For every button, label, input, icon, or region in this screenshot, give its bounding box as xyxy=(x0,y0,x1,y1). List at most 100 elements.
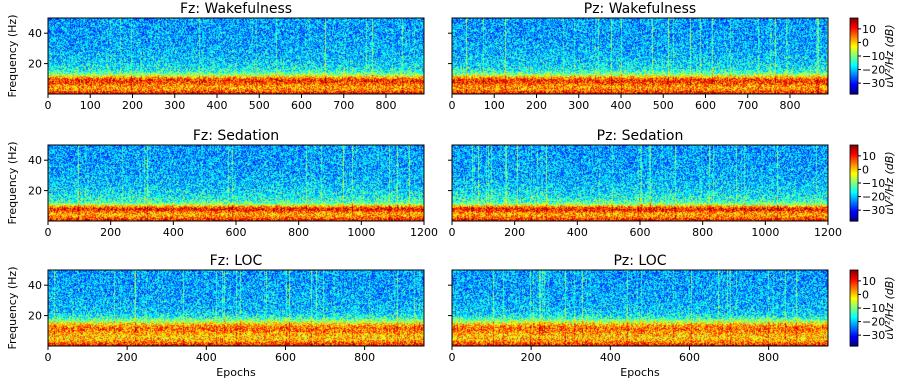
colorbar-swatch xyxy=(850,25,858,28)
x-tick-label: 400 xyxy=(206,99,227,112)
x-tick-label: 200 xyxy=(122,99,143,112)
colorbar-swatch xyxy=(850,324,858,327)
colorbar-swatch xyxy=(850,213,858,216)
colorbar-swatch xyxy=(850,200,858,203)
y-tick-label: 20 xyxy=(28,58,42,71)
colorbar-swatch xyxy=(850,297,858,300)
colorbar-swatch xyxy=(850,335,858,338)
y-tick-label: 40 xyxy=(28,279,42,292)
colorbar-swatch xyxy=(850,215,858,218)
colorbar-swatch xyxy=(850,300,858,303)
colorbar-swatch xyxy=(850,44,858,47)
colorbar-tick-label: −20 xyxy=(862,191,885,204)
colorbar-swatch xyxy=(850,57,858,60)
colorbar-swatch xyxy=(850,86,858,89)
x-tick-label: 500 xyxy=(249,99,270,112)
colorbar-swatch xyxy=(850,283,858,286)
colorbar-swatch xyxy=(850,54,858,57)
colorbar-swatch xyxy=(850,340,858,343)
colorbar-swatch xyxy=(850,24,858,27)
colorbar-swatch xyxy=(850,61,858,63)
colorbar-swatch xyxy=(850,299,858,301)
panel-4: Pz: Sedation 0 200 400 600 800 1000 1200 xyxy=(448,128,842,239)
x-tick-label: 200 xyxy=(504,226,525,239)
x-tick-label: 400 xyxy=(600,351,621,364)
colorbar-swatch xyxy=(850,26,858,29)
colorbar-swatch xyxy=(850,62,858,65)
plot-frame xyxy=(451,269,829,347)
x-tick-label: 400 xyxy=(196,351,217,364)
colorbar-tick-label: −30 xyxy=(862,77,885,90)
colorbar-tick-label: 0 xyxy=(862,163,869,176)
colorbar-swatch xyxy=(850,66,858,68)
colorbar-swatch xyxy=(850,169,858,171)
x-tick-label: 800 xyxy=(692,226,713,239)
colorbar-tick-label: −30 xyxy=(862,329,885,342)
colorbar-swatch xyxy=(850,145,858,147)
colorbar-swatch xyxy=(850,289,858,291)
colorbar-swatch xyxy=(850,77,858,80)
colorbar-swatch xyxy=(850,170,858,173)
colorbar-swatch xyxy=(850,186,858,189)
colorbar-tick-label: 10 xyxy=(862,150,876,163)
x-tick-label: 100 xyxy=(484,99,505,112)
colorbar-tick-label: 10 xyxy=(862,275,876,288)
plot-frame xyxy=(451,17,829,95)
colorbar-swatch xyxy=(850,147,858,150)
colorbar-swatch xyxy=(850,292,858,295)
panel-5: Fz: LOC 0 200 400 600 800 20 40 Frequency (Hz) Ep… xyxy=(6,253,425,379)
colorbar-swatch xyxy=(850,153,858,156)
colorbar-swatch xyxy=(850,290,858,293)
colorbar-swatch xyxy=(850,195,858,198)
colorbar-swatch xyxy=(850,202,858,204)
colorbar-swatch xyxy=(850,48,858,51)
colorbar-swatch xyxy=(850,194,858,197)
colorbar-swatch xyxy=(850,91,858,94)
spectrogram-image xyxy=(48,18,424,94)
panel-2: Pz: Wakefulness 0 100 200 300 400 500 600 700 800 xyxy=(448,1,829,112)
colorbar-swatch xyxy=(850,157,858,160)
colorbar-swatch xyxy=(850,204,858,207)
y-axis-label: Frequency (Hz) xyxy=(6,142,19,225)
colorbar-swatch xyxy=(850,328,858,331)
colorbar-swatch xyxy=(850,277,858,280)
colorbar-label: uV²/Hz (dB) xyxy=(883,24,896,87)
x-tick-label: 400 xyxy=(163,226,184,239)
y-tick-label: 20 xyxy=(28,185,42,198)
spectrogram-image xyxy=(452,145,828,221)
colorbar-swatch xyxy=(850,21,858,24)
colorbar-swatch xyxy=(850,156,858,159)
colorbar-swatch xyxy=(850,28,858,30)
colorbar-swatch xyxy=(850,285,858,288)
y-tick-label: 40 xyxy=(28,27,42,40)
colorbar-swatch xyxy=(850,314,858,317)
colorbar-swatch xyxy=(850,270,858,272)
x-tick-label: 200 xyxy=(117,351,138,364)
colorbar-swatch xyxy=(850,212,858,214)
colorbar-swatch xyxy=(850,193,858,195)
colorbar-swatch xyxy=(850,339,858,342)
x-tick-label: 1200 xyxy=(410,226,438,239)
colorbar-swatch xyxy=(850,273,858,276)
colorbar-swatch xyxy=(850,171,858,174)
panel-title: Pz: Sedation xyxy=(597,128,684,144)
colorbar-swatch xyxy=(850,40,858,43)
colorbar-swatch xyxy=(850,80,858,82)
x-tick-label: 400 xyxy=(610,99,631,112)
colorbar-swatch xyxy=(850,175,858,178)
panel-title: Fz: Sedation xyxy=(193,128,279,144)
x-tick-label: 1200 xyxy=(814,226,842,239)
colorbar-swatch xyxy=(850,291,858,294)
x-tick-label: 200 xyxy=(521,351,542,364)
y-axis-label: Frequency (Hz) xyxy=(6,15,19,98)
colorbar-swatch xyxy=(850,208,858,211)
colorbar-swatch xyxy=(850,81,858,84)
colorbar-swatch xyxy=(850,50,858,53)
colorbar-swatch xyxy=(850,30,858,33)
spectrogram-image xyxy=(452,270,828,346)
colorbar-swatch xyxy=(850,75,858,77)
colorbar-swatch xyxy=(850,181,858,184)
colorbar-swatch xyxy=(850,34,858,37)
colorbar-swatch xyxy=(850,210,858,213)
